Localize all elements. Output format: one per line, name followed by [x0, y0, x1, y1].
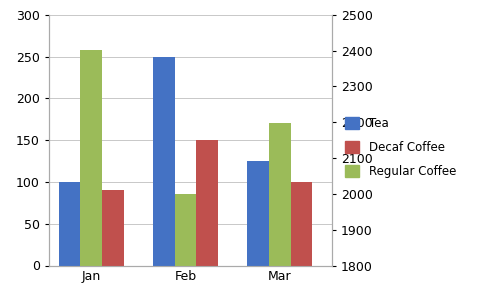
Bar: [175, 194, 197, 266]
Bar: [153, 57, 175, 266]
Bar: [269, 123, 291, 266]
Bar: [81, 50, 102, 266]
Bar: [291, 182, 312, 266]
Bar: [197, 140, 218, 266]
Bar: [59, 182, 81, 266]
Legend: Tea, Decaf Coffee, Regular Coffee: Tea, Decaf Coffee, Regular Coffee: [345, 117, 456, 178]
Bar: [102, 190, 124, 266]
Bar: [247, 161, 269, 266]
